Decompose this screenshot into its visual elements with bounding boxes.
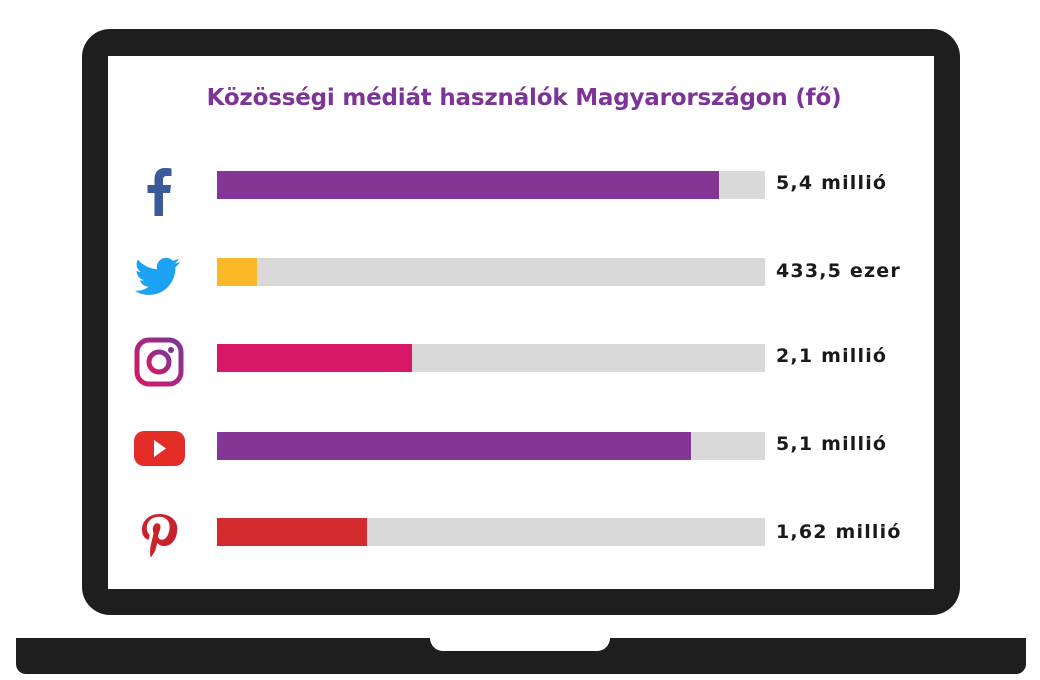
value-label-twitter: 433,5 ezer <box>776 260 901 282</box>
value-label-instagram: 2,1 millió <box>776 345 888 367</box>
instagram-icon <box>130 334 186 390</box>
bar-youtube <box>217 432 691 460</box>
youtube-icon <box>130 420 186 476</box>
bar-track <box>217 518 765 546</box>
laptop-notch <box>430 638 610 651</box>
laptop-screen <box>108 56 934 589</box>
chart-title: Közösségi médiát használók Magyarországo… <box>206 85 842 111</box>
bar-instagram <box>217 344 412 372</box>
bar-track <box>217 344 765 372</box>
bar-facebook <box>217 171 719 199</box>
value-label-facebook: 5,4 millió <box>776 172 888 194</box>
value-label-youtube: 5,1 millió <box>776 433 888 455</box>
twitter-icon <box>130 248 186 304</box>
bar-pinterest <box>217 518 367 546</box>
bar-twitter <box>217 258 257 286</box>
value-label-pinterest: 1,62 millió <box>776 521 902 543</box>
pinterest-icon <box>130 506 186 562</box>
facebook-icon <box>130 160 186 216</box>
bar-track <box>217 432 765 460</box>
bar-track <box>217 171 765 199</box>
bar-track <box>217 258 765 286</box>
